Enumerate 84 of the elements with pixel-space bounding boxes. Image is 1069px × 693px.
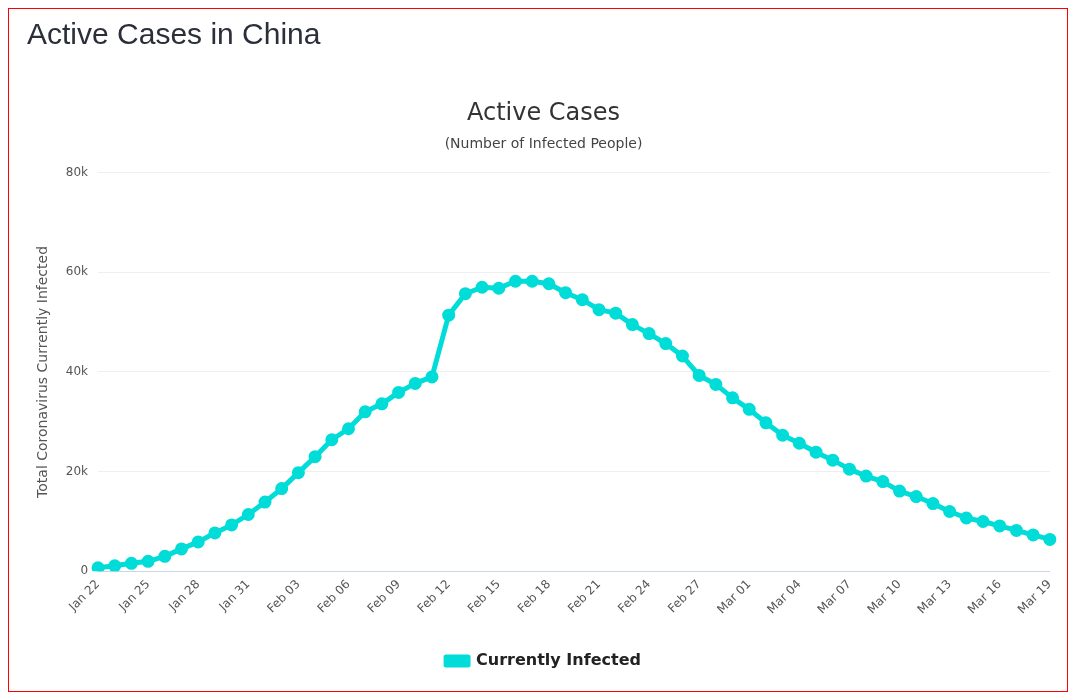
point (759, 416, 773, 430)
point (124, 556, 138, 570)
point (642, 327, 656, 341)
point (325, 433, 339, 447)
point (408, 376, 422, 390)
point (358, 405, 372, 419)
point (341, 422, 355, 436)
x-tick-label: Feb 24 (614, 576, 654, 616)
point (508, 274, 522, 288)
point (909, 490, 923, 504)
point (1043, 532, 1057, 546)
y-tick-label: 60k (65, 264, 89, 279)
point (575, 293, 589, 307)
point (559, 286, 573, 300)
point (475, 280, 489, 294)
point (926, 497, 940, 511)
point (1026, 528, 1040, 542)
point (542, 277, 556, 291)
y-tick-label: 20k (65, 463, 89, 478)
point (141, 554, 155, 568)
point (525, 274, 539, 288)
point (308, 450, 322, 464)
point (993, 519, 1007, 533)
point (291, 466, 305, 480)
x-tick-label: Feb 15 (464, 576, 504, 616)
x-tick-label: Feb 12 (414, 576, 454, 616)
x-tick-label: Feb 06 (314, 576, 353, 616)
point (275, 482, 289, 496)
chart-subtitle: (Number of Infected People) (444, 134, 643, 151)
point (692, 368, 706, 382)
point (108, 559, 122, 572)
y-tick-label: 80k (65, 164, 89, 179)
x-tick-label: Jan 28 (165, 576, 203, 615)
point (709, 377, 723, 391)
point (241, 508, 255, 521)
point (592, 303, 606, 317)
x-tick-label: Mar 13 (914, 576, 954, 617)
point (842, 462, 856, 476)
point (859, 469, 873, 483)
point (809, 445, 823, 459)
point (943, 505, 957, 519)
point (392, 385, 406, 399)
point (976, 514, 990, 528)
point (208, 526, 222, 540)
x-tick-label: Mar 10 (864, 576, 904, 617)
x-tick-label: Feb 27 (665, 576, 704, 616)
x-tick-label: Jan 22 (65, 576, 103, 615)
point (458, 287, 472, 301)
point (659, 337, 673, 351)
point (375, 397, 389, 411)
point (609, 306, 623, 320)
point (959, 511, 973, 525)
x-tick-label: Mar 07 (814, 576, 854, 617)
point (826, 453, 840, 467)
x-tick-label: Jan 31 (215, 576, 253, 615)
point (893, 484, 907, 498)
point (726, 391, 740, 405)
chart-title: Active Cases (466, 97, 621, 126)
legend-label: Currently Infected (476, 650, 641, 670)
text: Active Cases in China (27, 17, 321, 51)
point (442, 308, 456, 322)
point (1009, 523, 1023, 537)
point (258, 495, 272, 509)
x-tick-label: Jan 25 (115, 576, 153, 615)
point (792, 436, 806, 450)
point (225, 518, 239, 532)
x-tick-label: Feb 09 (364, 576, 403, 616)
point (776, 428, 790, 442)
point (492, 281, 506, 295)
point (425, 370, 439, 384)
point (191, 535, 205, 549)
point (91, 561, 105, 572)
y-tick-label: 40k (65, 364, 89, 379)
point (742, 402, 756, 416)
point (876, 475, 890, 489)
x-tick-label: Feb 18 (514, 576, 554, 616)
point (675, 349, 689, 363)
y-tick-label: 0 (80, 563, 89, 578)
x-tick-label: Feb 03 (264, 576, 303, 616)
point (625, 318, 639, 332)
x-tick-label: Feb 21 (564, 576, 604, 616)
point (158, 549, 172, 563)
point (175, 542, 189, 556)
y-axis-title: Total Coronavirus Currently Infected (34, 245, 51, 499)
